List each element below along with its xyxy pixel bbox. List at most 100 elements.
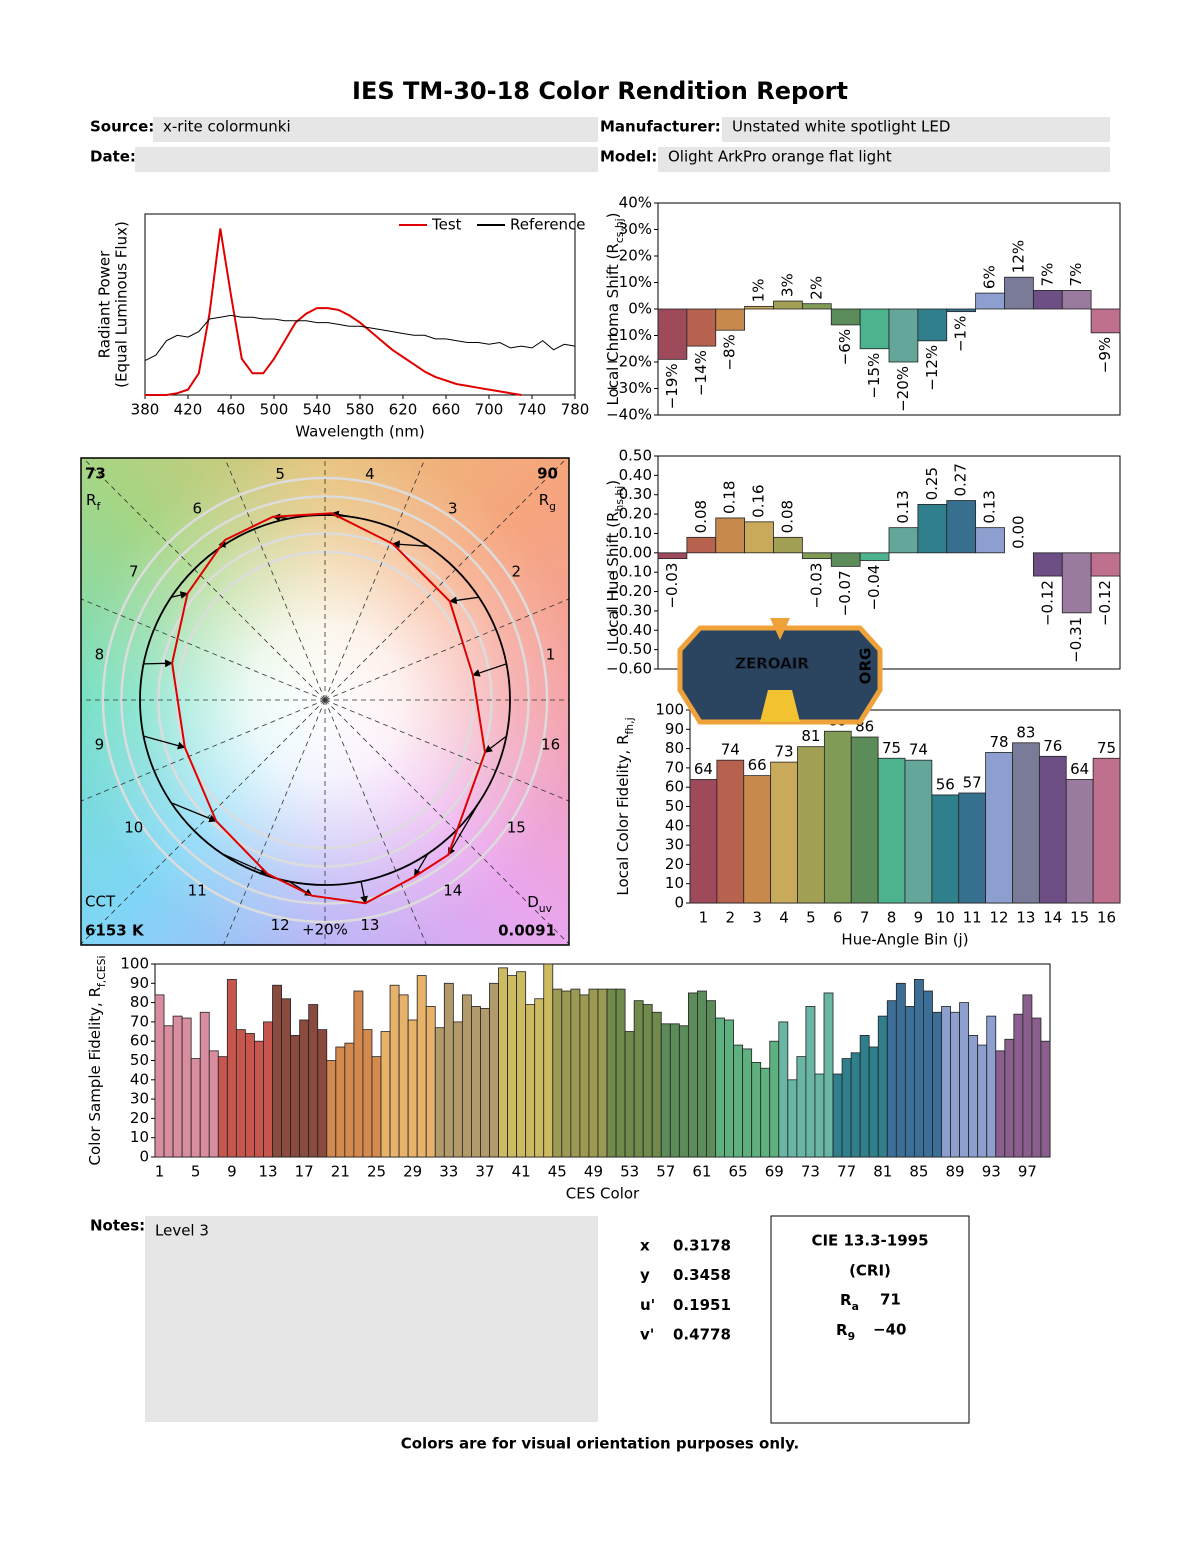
bar [995, 1050, 1006, 1158]
bin-boundary [324, 699, 569, 802]
y-axis-label: Local Hue Shift (Rhs,hj) [604, 480, 626, 645]
bar [624, 1031, 635, 1158]
bar [1004, 276, 1034, 310]
y-axis-label-part: Local Hue Shift (R [604, 512, 622, 646]
logo-text: ZEROAIR [735, 655, 809, 673]
series-line [145, 228, 522, 396]
y-tick-label: 10 [665, 874, 684, 892]
bar [272, 984, 282, 1158]
bar [787, 1079, 798, 1158]
x-tick-label: 580 [346, 401, 375, 419]
bar [561, 990, 572, 1158]
shift-arrow [360, 881, 368, 904]
bar [1090, 308, 1121, 334]
x-tick-label: 17 [295, 1163, 314, 1181]
bar [886, 1000, 897, 1158]
x-tick-label: 41 [512, 1163, 531, 1181]
bar [507, 975, 518, 1158]
cct-label: CCT [85, 893, 116, 911]
value-label: 74 [909, 741, 928, 759]
bar [801, 303, 832, 310]
value-label: 57 [963, 773, 982, 791]
field-label: Date: [90, 148, 136, 166]
bar [830, 552, 861, 567]
bar [773, 300, 803, 310]
bar [534, 998, 545, 1158]
bar [163, 1025, 174, 1158]
bar [950, 1011, 960, 1158]
x-tick-label: 780 [561, 401, 590, 419]
bar [326, 1060, 337, 1158]
y-tick-label: 100 [655, 701, 684, 719]
bar [830, 308, 861, 326]
y-tick-label: 0.00 [619, 543, 652, 561]
bin-label: 10 [124, 818, 143, 836]
field-label: Model: [600, 148, 657, 166]
x-tick-label: 460 [217, 401, 246, 419]
duv-value: 0.0091 [498, 922, 556, 940]
x-tick-label: 57 [656, 1163, 675, 1181]
x-tick-label: 8 [887, 909, 897, 927]
notes-label: Notes: [90, 1217, 145, 1235]
x-tick-label: 740 [518, 401, 547, 419]
test-polygon [171, 512, 487, 905]
bar [715, 308, 746, 331]
bar [743, 775, 772, 904]
y-tick-label: 70 [665, 758, 684, 776]
x-tick-label: 73 [801, 1163, 820, 1181]
x-tick-label: 420 [174, 401, 203, 419]
shift-arrow [170, 802, 217, 823]
logo-subtext: ORG [857, 648, 875, 685]
bar [859, 308, 890, 350]
duv-label: Duv [527, 893, 552, 915]
bar [633, 1000, 644, 1158]
y-tick-label: 70 [130, 1012, 149, 1030]
value-label: 0.25 [923, 467, 941, 500]
bar [1040, 1040, 1051, 1158]
bin-label: 16 [541, 735, 560, 753]
legend-label: Test [431, 216, 462, 234]
y-tick-label: 20 [665, 855, 684, 873]
bar [552, 988, 563, 1158]
bar [1031, 1017, 1042, 1158]
bar [832, 1073, 843, 1158]
y-tick-label: 100 [120, 955, 149, 973]
x-tick-label: 93 [982, 1163, 1001, 1181]
y-axis-label-part: ) [604, 480, 622, 486]
bar [657, 308, 688, 360]
x-tick-label: 49 [584, 1163, 603, 1181]
value-label: 0.16 [750, 484, 768, 517]
y-axis-label-part: fh,j [623, 717, 636, 734]
bin-label: 15 [507, 818, 526, 836]
bar [877, 757, 906, 904]
bin-boundary [81, 598, 326, 701]
y-tick-label: −0.10 [606, 563, 652, 581]
shift-arrow [449, 596, 479, 605]
y-tick-label: 30 [130, 1090, 149, 1108]
reference-circle [139, 514, 511, 886]
bar [235, 1029, 246, 1158]
value-label: 75 [882, 739, 901, 757]
y-tick-label: 0.40 [619, 466, 652, 484]
value-label: 0.27 [952, 463, 970, 496]
y-tick-label: 0% [628, 300, 652, 318]
y-tick-label: 0.20 [619, 505, 652, 523]
y-tick-label: −0.50 [606, 640, 652, 658]
value-label: 83 [1016, 723, 1035, 741]
bar [742, 1048, 753, 1158]
value-label: 0.08 [692, 500, 710, 533]
bar [859, 552, 890, 561]
value-label: 74 [721, 741, 740, 759]
bar [335, 1046, 346, 1158]
chromaticity-label: x [640, 1237, 650, 1255]
shift-arrow [143, 735, 186, 750]
ra-label-part: a [852, 1300, 859, 1313]
x-tick-label: 97 [1018, 1163, 1037, 1181]
bar [1022, 994, 1033, 1158]
bar [778, 1021, 789, 1158]
y-tick-label: 0.10 [619, 524, 652, 542]
graphic-frame [80, 457, 570, 946]
bar [543, 963, 554, 1158]
y-axis-label: Radiant Power [96, 250, 114, 359]
